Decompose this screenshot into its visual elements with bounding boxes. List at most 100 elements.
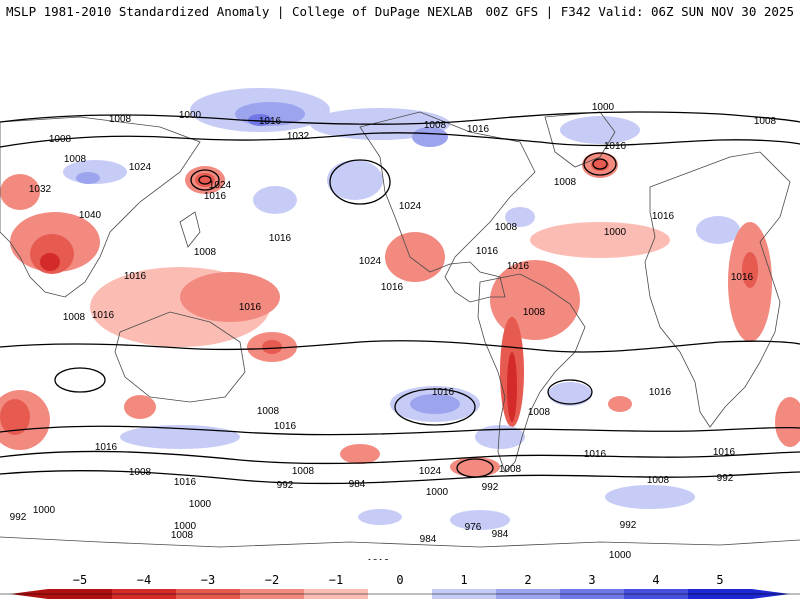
contour-label: 1016 <box>381 282 404 293</box>
anom-neg-andes-core <box>507 352 517 422</box>
contour-label: 1008 <box>49 134 72 145</box>
contour-label: 1008 <box>109 114 132 125</box>
contour-label: 992 <box>277 480 294 491</box>
contour-label: 1008 <box>647 475 670 486</box>
coast-north-america <box>359 111 536 303</box>
anom-neg-w-asia <box>0 174 40 210</box>
contour-label: 984 <box>492 529 509 540</box>
anom-neg-s-indian-core <box>0 399 30 435</box>
anom-neg-s-pacific-low <box>340 444 380 464</box>
contour-label: 1000 <box>174 521 197 532</box>
contour-label: 1016 <box>432 387 455 398</box>
contour-label: 1016 <box>467 124 490 135</box>
contour-label: 1016 <box>124 271 147 282</box>
anom-pos-aleutian-peak <box>248 114 272 126</box>
coast-japan <box>179 211 201 248</box>
isobar-low-nw-pacific <box>190 169 220 191</box>
contour-label: 1000 <box>426 487 449 498</box>
contour-label: 984 <box>420 534 437 545</box>
isobar-1016-north <box>0 132 800 148</box>
contour-label: 976 <box>465 522 482 533</box>
contour-label: 1000 <box>604 227 627 238</box>
colorbar-tick: −2 <box>264 573 280 587</box>
isobar-1000-south <box>0 450 800 465</box>
anom-pos-antarctic-2 <box>450 510 510 530</box>
contour-label: 1008 <box>129 467 152 478</box>
isobar-1008-north <box>0 111 800 125</box>
anom-pos-siberia-core <box>76 172 100 184</box>
coastlines <box>0 111 800 548</box>
contour-label: 1016 <box>274 421 297 432</box>
isobar-high-n-pacific <box>329 159 391 205</box>
contour-label: 1016 <box>507 261 530 272</box>
contour-label: 1016 <box>239 302 262 313</box>
contour-label: 1024 <box>129 162 152 173</box>
anomaly-shading <box>0 88 800 530</box>
contour-label: 984 <box>349 479 366 490</box>
contour-label: 1016 <box>95 442 118 453</box>
contour-label: 1016 <box>713 447 736 458</box>
contour-label: 1016 <box>204 191 227 202</box>
colorbar-tick: 1 <box>460 573 468 587</box>
contour-label: 1008 <box>64 154 87 165</box>
contour-label: 1016 <box>269 233 292 244</box>
contour-label: 1000 <box>592 102 615 113</box>
contour-label: 1000 <box>609 550 632 560</box>
isobar-992-south <box>0 470 800 485</box>
contour-label: 1016 <box>604 141 627 152</box>
contour-label: 992 <box>482 482 499 493</box>
contour-label: 1024 <box>399 201 422 212</box>
colorbar-tick: 3 <box>588 573 596 587</box>
contour-label: 1008 <box>495 222 518 233</box>
colorbar-tick: 5 <box>716 573 724 587</box>
isobar-1016-subtropic <box>0 340 800 353</box>
contour-label: 1016 <box>649 387 672 398</box>
anom-pos-s-pacific-core <box>410 394 460 414</box>
colorbar-tick: 4 <box>652 573 660 587</box>
isobar-low-n-atlantic-inner <box>592 158 608 170</box>
contour-label: 1008 <box>554 177 577 188</box>
model-run-info: 00Z GFS | F342 Valid: 06Z SUN NOV 30 202… <box>485 4 794 19</box>
contour-label: 1024 <box>359 256 382 267</box>
colorbar-tick: −5 <box>72 573 88 587</box>
anom-pos-s-ocean <box>475 425 525 449</box>
contour-labels: 1008 1000 1016 1008 1016 1008 1000 1008 … <box>10 102 777 560</box>
contour-label: 1000 <box>179 110 202 121</box>
anom-pos-ne-pacific <box>327 160 383 200</box>
isobar-low-n-atlantic <box>583 152 617 176</box>
contour-label: 992 <box>10 512 27 523</box>
contour-label: 1024 <box>419 466 442 477</box>
contour-label: 1016 <box>584 449 607 460</box>
anom-neg-e-africa-core <box>742 252 758 288</box>
contour-label: 1000 <box>33 505 56 516</box>
anom-pos-pacific-2 <box>253 186 297 214</box>
contour-label: 1024 <box>209 180 232 191</box>
anom-pos-atlantic-sw <box>505 207 535 227</box>
contour-label: 1040 <box>79 210 102 221</box>
contour-label: 1016 <box>652 211 675 222</box>
colorbar-tick: 0 <box>396 573 404 587</box>
contour-label: 1008 <box>499 464 522 475</box>
anom-neg-s-america-n <box>490 260 580 340</box>
anom-neg-s-atlantic-low <box>608 396 632 412</box>
isobars <box>0 111 800 485</box>
contour-label: 1016 <box>731 272 754 283</box>
contour-label: 1032 <box>287 131 310 142</box>
contour-label: 1008 <box>63 312 86 323</box>
anom-pos-s-atlantic <box>548 382 592 406</box>
anom-neg-maritime-core <box>180 272 280 322</box>
contour-label: 1016 <box>476 246 499 257</box>
contour-label: 1016 <box>92 310 115 321</box>
contour-label: 1016 <box>367 558 390 560</box>
contour-label: 1008 <box>528 407 551 418</box>
contour-label: 992 <box>717 473 734 484</box>
anom-pos-canada-core <box>412 127 448 147</box>
isobar-high-s-pacific <box>394 388 476 426</box>
colorbar-tick: 2 <box>524 573 532 587</box>
isobar-low-nw-pacific-inner <box>198 175 212 185</box>
isobar-1008-south <box>0 425 800 436</box>
coast-europe-africa <box>644 151 791 428</box>
coast-antarctica <box>0 536 800 548</box>
coast-asia <box>0 116 201 298</box>
contour-label: 1032 <box>29 184 52 195</box>
